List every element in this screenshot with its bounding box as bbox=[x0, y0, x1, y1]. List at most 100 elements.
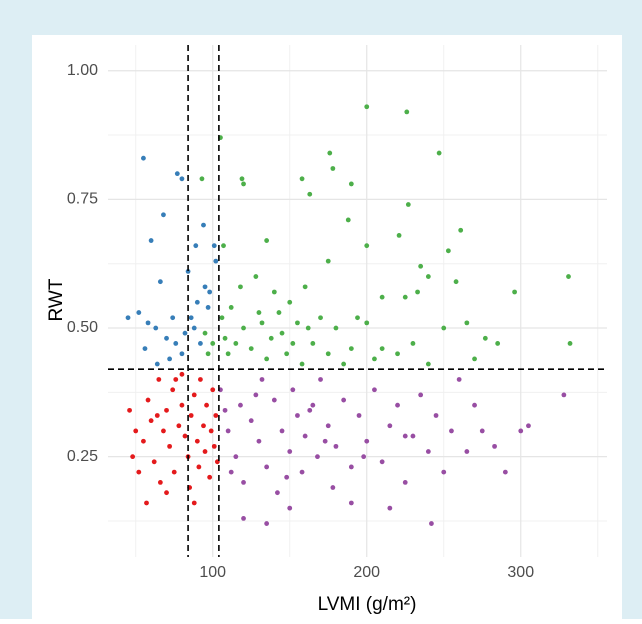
point bbox=[464, 320, 470, 326]
x-tick-label: 200 bbox=[353, 564, 380, 581]
point bbox=[495, 341, 501, 346]
point bbox=[456, 377, 462, 382]
point bbox=[136, 469, 142, 475]
point bbox=[318, 377, 323, 382]
point bbox=[264, 356, 270, 362]
point bbox=[345, 217, 351, 223]
point bbox=[302, 284, 308, 290]
point bbox=[279, 428, 285, 434]
point bbox=[295, 320, 300, 326]
point bbox=[241, 181, 246, 187]
point bbox=[361, 454, 367, 460]
point bbox=[201, 222, 206, 228]
point bbox=[219, 315, 225, 321]
point bbox=[228, 305, 234, 310]
point bbox=[125, 315, 131, 321]
point bbox=[348, 346, 354, 351]
point bbox=[191, 325, 197, 331]
point bbox=[211, 443, 217, 449]
point bbox=[325, 423, 331, 429]
point bbox=[395, 351, 400, 357]
point bbox=[264, 238, 270, 243]
point bbox=[364, 243, 370, 249]
point bbox=[185, 269, 191, 274]
point bbox=[402, 294, 408, 300]
point bbox=[211, 243, 217, 249]
point bbox=[188, 413, 194, 418]
point bbox=[287, 505, 293, 511]
point bbox=[279, 330, 285, 336]
point bbox=[202, 284, 208, 290]
point bbox=[174, 171, 180, 177]
point bbox=[299, 176, 305, 182]
y-tick-label: 0.25 bbox=[67, 448, 98, 465]
point bbox=[207, 289, 213, 295]
point bbox=[318, 315, 323, 321]
point bbox=[241, 479, 246, 485]
point bbox=[436, 150, 442, 156]
point bbox=[310, 402, 316, 408]
point bbox=[145, 397, 151, 403]
point bbox=[271, 397, 277, 403]
point bbox=[307, 407, 313, 413]
y-tick-label: 1.00 bbox=[67, 62, 98, 79]
point bbox=[225, 351, 231, 357]
point bbox=[441, 469, 447, 475]
point bbox=[141, 438, 146, 444]
point bbox=[402, 479, 408, 485]
point bbox=[453, 279, 459, 285]
point bbox=[205, 305, 211, 310]
point bbox=[253, 274, 259, 279]
point bbox=[310, 341, 316, 346]
point bbox=[161, 212, 166, 218]
point bbox=[179, 351, 185, 357]
point bbox=[372, 356, 377, 362]
point bbox=[418, 392, 424, 398]
point bbox=[379, 346, 385, 351]
point bbox=[364, 320, 370, 326]
point bbox=[341, 397, 347, 403]
point bbox=[348, 500, 354, 506]
point bbox=[299, 361, 305, 367]
point bbox=[213, 258, 219, 264]
point bbox=[315, 454, 320, 460]
point bbox=[330, 166, 336, 171]
point bbox=[141, 155, 146, 161]
point bbox=[402, 433, 408, 439]
point bbox=[182, 330, 188, 336]
point bbox=[276, 310, 282, 315]
point bbox=[482, 335, 488, 341]
point bbox=[202, 330, 208, 336]
point bbox=[198, 341, 203, 346]
point bbox=[193, 243, 199, 249]
point bbox=[157, 279, 163, 285]
x-tick-label: 300 bbox=[507, 564, 534, 581]
x-tick-label: 100 bbox=[199, 564, 226, 581]
point bbox=[410, 341, 416, 346]
points bbox=[125, 104, 573, 526]
point bbox=[142, 346, 148, 351]
point bbox=[228, 469, 234, 475]
point bbox=[472, 402, 477, 408]
point bbox=[170, 387, 176, 393]
point bbox=[239, 176, 245, 182]
point bbox=[567, 341, 573, 346]
point bbox=[268, 335, 274, 341]
point bbox=[333, 443, 339, 449]
y-tick-label: 0.75 bbox=[67, 191, 98, 208]
point bbox=[333, 325, 339, 331]
point bbox=[355, 315, 360, 321]
point bbox=[154, 361, 160, 367]
point bbox=[144, 500, 149, 506]
reference-lines bbox=[108, 45, 607, 557]
point bbox=[176, 423, 182, 429]
point bbox=[148, 238, 154, 243]
point bbox=[429, 521, 434, 526]
point bbox=[256, 438, 262, 444]
point bbox=[418, 263, 424, 269]
point bbox=[290, 387, 296, 393]
point bbox=[379, 294, 385, 300]
point bbox=[327, 150, 333, 156]
point bbox=[179, 402, 185, 408]
point bbox=[130, 454, 136, 460]
